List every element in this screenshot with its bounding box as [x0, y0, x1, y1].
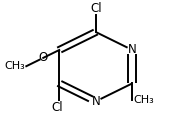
Text: CH₃: CH₃ [133, 95, 154, 105]
Text: N: N [128, 43, 137, 56]
Text: CH₃: CH₃ [5, 61, 25, 71]
Text: Cl: Cl [52, 101, 63, 114]
Text: N: N [91, 95, 100, 108]
Text: Cl: Cl [90, 2, 102, 15]
Text: O: O [39, 51, 48, 64]
